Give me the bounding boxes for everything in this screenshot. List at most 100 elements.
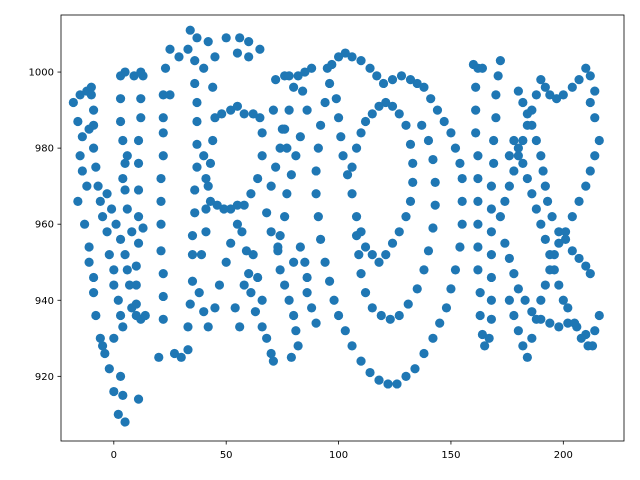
scatter-point <box>133 238 144 248</box>
scatter-point <box>491 90 501 100</box>
scatter-point <box>203 181 213 191</box>
x-tick-label: 100 <box>329 450 348 461</box>
scatter-point <box>133 185 144 195</box>
scatter-point <box>88 272 99 283</box>
scatter-point <box>531 90 541 100</box>
scatter-point <box>280 280 290 290</box>
scatter-point <box>547 211 557 222</box>
scatter-point <box>531 204 541 214</box>
scatter-point <box>545 318 555 328</box>
scatter-point <box>104 364 114 374</box>
scatter-point <box>140 310 150 321</box>
scatter-point <box>118 173 128 184</box>
scatter-point <box>428 154 438 165</box>
scatter-point <box>133 211 144 222</box>
scatter-point <box>495 211 505 222</box>
scatter-point <box>217 109 227 119</box>
scatter-point <box>295 242 305 252</box>
scatter-point <box>232 48 243 58</box>
scatter-point <box>360 242 371 252</box>
scatter-point <box>124 280 135 290</box>
scatter-point <box>333 310 344 321</box>
scatter-point <box>567 82 577 92</box>
x-tick-label: 200 <box>554 450 573 461</box>
scatter-point <box>585 97 595 108</box>
scatter-point <box>214 280 225 290</box>
scatter-point <box>545 265 555 275</box>
scatter-point <box>405 75 416 85</box>
scatter-point <box>115 310 126 321</box>
scatter-point <box>136 67 146 77</box>
scatter-point <box>376 310 386 321</box>
scatter-point <box>129 71 139 81</box>
scatter-point <box>307 63 317 73</box>
scatter-point <box>401 120 411 130</box>
scatter-point <box>136 94 146 104</box>
scatter-point <box>115 116 126 127</box>
scatter-point <box>387 75 398 85</box>
scatter-point <box>486 204 496 214</box>
scatter-point <box>590 326 600 336</box>
scatter-point <box>417 120 427 130</box>
scatter-point <box>73 116 83 127</box>
scatter-point <box>271 162 281 172</box>
scatter-point <box>244 269 254 279</box>
scatter-point <box>500 238 510 248</box>
scatter-point <box>183 345 193 355</box>
x-tick-label: 150 <box>441 450 460 461</box>
scatter-point <box>106 204 117 214</box>
scatter-point <box>187 231 198 241</box>
scatter-point <box>120 417 130 427</box>
scatter-point <box>509 166 519 176</box>
scatter-point <box>531 135 541 146</box>
scatter-point <box>246 189 256 199</box>
scatter-point <box>500 196 510 206</box>
scatter-point <box>563 303 573 313</box>
scatter-point <box>88 288 99 298</box>
scatter-point <box>336 132 346 142</box>
scatter-point <box>158 269 168 279</box>
scatter-point <box>554 322 564 332</box>
scatter-point <box>360 116 371 127</box>
scatter-point <box>221 257 231 267</box>
scatter-point <box>428 333 438 343</box>
scatter-point <box>493 71 503 81</box>
scatter-point <box>156 196 166 206</box>
scatter-point <box>282 189 292 199</box>
scatter-point <box>381 97 391 108</box>
scatter-point <box>120 158 130 168</box>
scatter-point <box>473 151 483 161</box>
scatter-point <box>77 132 87 142</box>
scatter-point <box>266 348 276 359</box>
scatter-point <box>183 322 193 332</box>
scatter-point <box>298 86 308 96</box>
scatter-point <box>513 143 523 153</box>
scatter-point <box>266 181 276 191</box>
scatter-point <box>255 113 265 123</box>
scatter-point <box>286 170 296 180</box>
scatter-point <box>201 173 211 184</box>
scatter-point <box>205 158 216 168</box>
scatter-point <box>520 295 530 305</box>
scatter-point <box>190 208 200 218</box>
scatter-point <box>199 151 209 161</box>
scatter-point <box>405 139 416 149</box>
scatter-point <box>311 189 321 199</box>
scatter-points <box>68 25 604 427</box>
scatter-point <box>302 288 312 298</box>
scatter-point <box>430 200 440 210</box>
scatter-point <box>86 90 96 100</box>
y-tick-label: 980 <box>35 144 54 155</box>
scatter-point <box>536 75 546 85</box>
scatter-point <box>381 250 391 260</box>
scatter-point <box>187 250 198 260</box>
scatter-point <box>291 151 301 161</box>
scatter-point <box>473 173 483 184</box>
scatter-point <box>394 227 404 237</box>
scatter-point <box>540 82 550 92</box>
scatter-point <box>131 280 141 290</box>
scatter-point <box>232 219 243 229</box>
scatter-point <box>408 177 418 187</box>
scatter-point <box>412 284 422 294</box>
scatter-point <box>192 139 202 149</box>
